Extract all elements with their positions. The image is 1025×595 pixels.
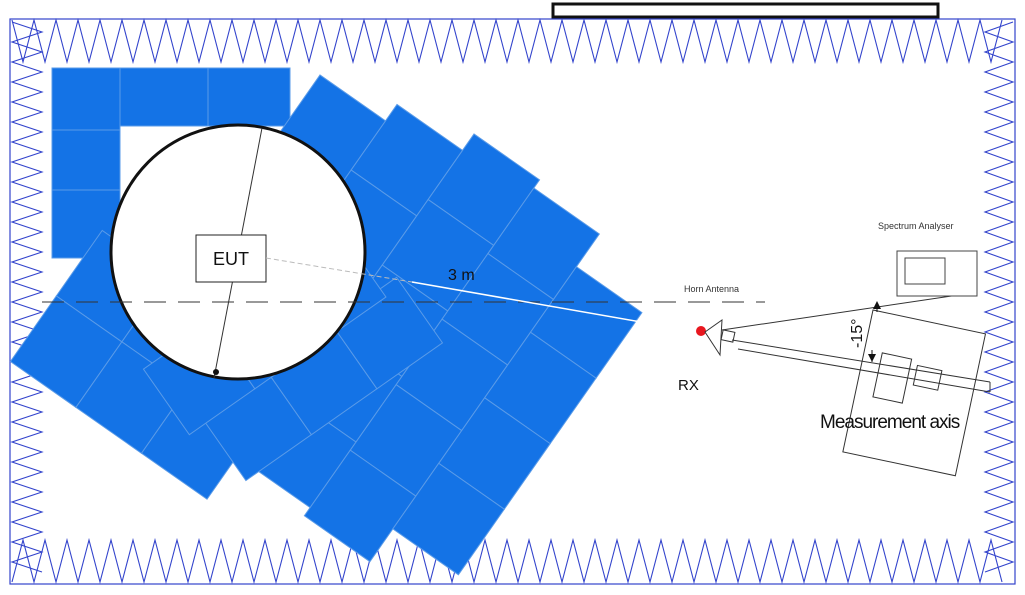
rx-label: RX	[678, 377, 699, 394]
absorber-tile	[392, 462, 505, 576]
angle-arrowhead-bottom	[868, 354, 876, 362]
spectrum-analyser-label: Spectrum Analyser	[878, 221, 954, 231]
eut-box	[195, 234, 267, 283]
absorber-tile	[51, 67, 121, 131]
wall-absorbers	[10, 17, 1015, 585]
measurement-axis-label: Measurement axis	[820, 412, 960, 433]
distance-label: 3 m	[448, 267, 475, 284]
eut-label: EUT	[213, 249, 249, 269]
chamber-outline	[9, 18, 1016, 585]
angle-label: -15°	[849, 318, 866, 348]
top-wall-absorber	[11, 17, 1003, 65]
spectrum-analyser-icon	[896, 250, 978, 297]
bottom-wall-absorber	[11, 537, 1003, 585]
turntable-marker	[213, 369, 219, 375]
absorber-tile	[207, 67, 291, 127]
measurement-line-inner	[265, 257, 413, 283]
right-wall-absorber	[983, 21, 1015, 573]
absorber-tile	[119, 67, 209, 127]
rx-point	[696, 326, 706, 336]
absorber-tile	[51, 129, 121, 191]
angle-arrowhead-top	[873, 301, 881, 309]
mast-platform	[842, 309, 987, 477]
horn-antenna-icon	[704, 318, 736, 357]
left-wall-absorber	[10, 21, 44, 573]
horn-antenna-label: Horn Antenna	[684, 284, 739, 294]
chamber-door	[551, 2, 940, 19]
antenna-mast-icon	[721, 293, 991, 393]
measurement-line	[411, 281, 705, 334]
